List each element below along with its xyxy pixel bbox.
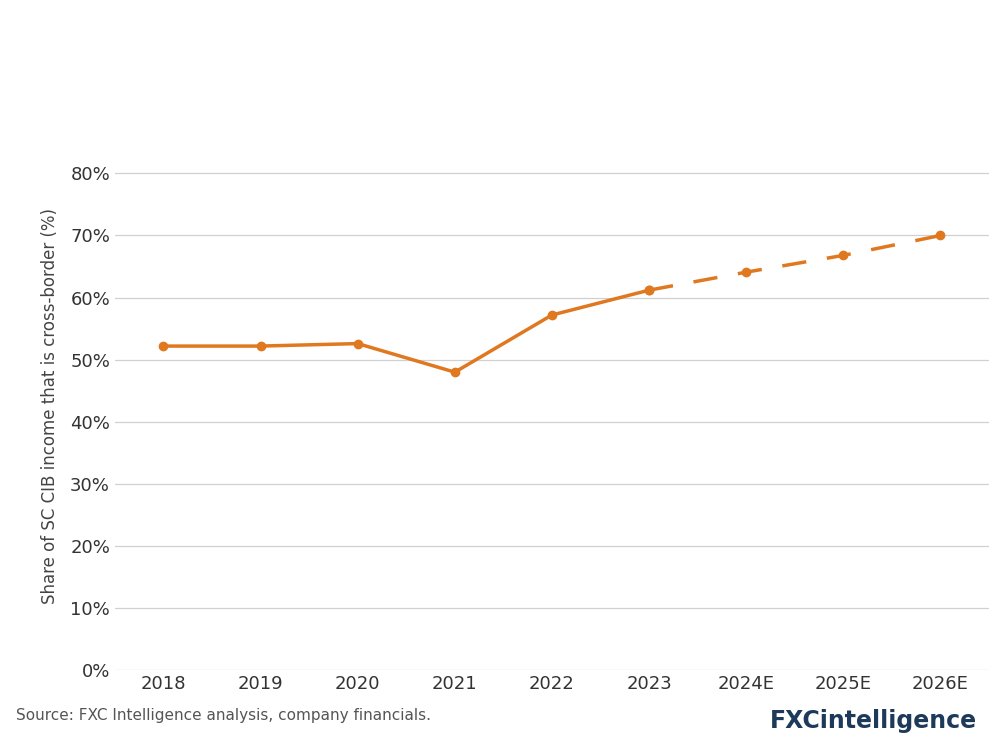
Text: Source: FXC Intelligence analysis, company financials.: Source: FXC Intelligence analysis, compa…	[16, 708, 431, 723]
Text: FXCintelligence: FXCintelligence	[770, 709, 977, 733]
Text: SC Corporate & Investment Banking share of income that is cross-border: SC Corporate & Investment Banking share …	[16, 82, 776, 103]
Y-axis label: Share of SC CIB income that is cross-border (%): Share of SC CIB income that is cross-bor…	[41, 208, 59, 604]
Text: Standard Chartered targets 70% cross-border income for CIB: Standard Chartered targets 70% cross-bor…	[16, 23, 999, 51]
